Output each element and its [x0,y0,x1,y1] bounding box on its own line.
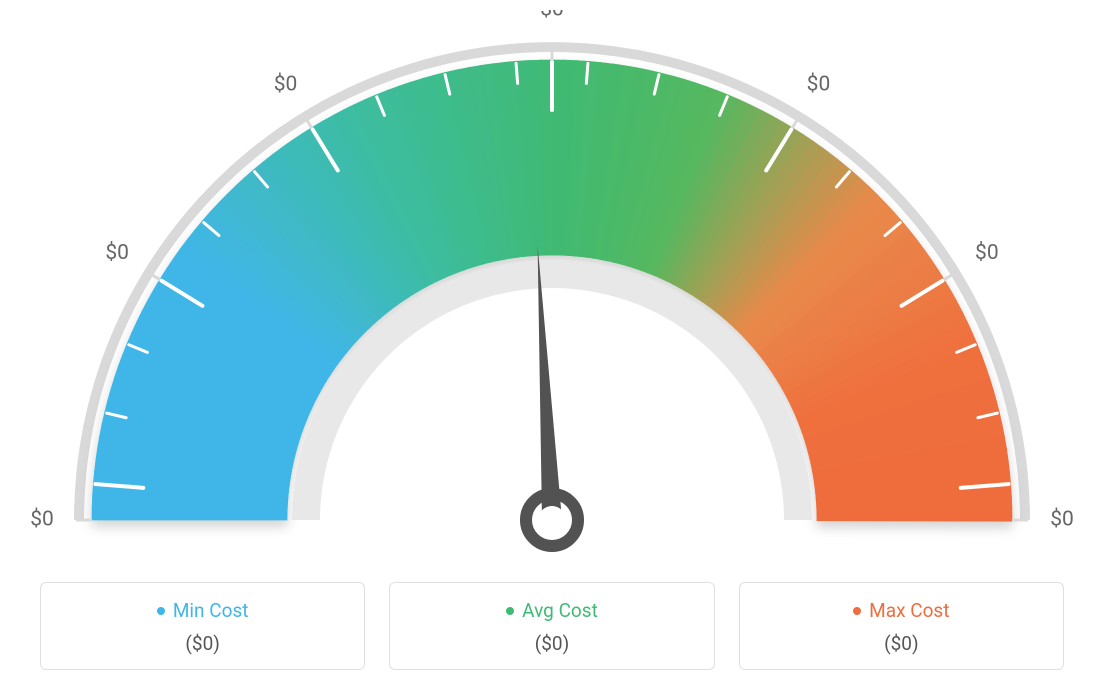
svg-text:$0: $0 [105,241,129,265]
legend-title-min: Min Cost [157,599,249,622]
svg-text:$0: $0 [1050,508,1074,532]
legend-dot-icon [853,607,861,615]
gauge-container: $0 $0 $0 $0 $0 $0 $0 [0,0,1104,560]
svg-text:$0: $0 [540,10,564,22]
legend-title-avg: Avg Cost [506,599,598,622]
legend-value-avg: ($0) [400,632,703,655]
svg-text:$0: $0 [975,241,999,265]
legend-value-min: ($0) [51,632,354,655]
svg-text:$0: $0 [30,508,54,532]
legend-title-max: Max Cost [853,599,949,622]
legend-dot-icon [157,607,165,615]
legend-card-avg: Avg Cost ($0) [389,582,714,670]
legend-row: Min Cost ($0) Avg Cost ($0) Max Cost ($0… [40,582,1064,670]
legend-label-avg: Avg Cost [522,599,598,622]
gauge-chart: $0 $0 $0 $0 $0 $0 $0 [0,10,1104,570]
legend-card-min: Min Cost ($0) [40,582,365,670]
svg-text:$0: $0 [274,73,298,97]
legend-label-min: Min Cost [173,599,249,622]
legend-card-max: Max Cost ($0) [739,582,1064,670]
legend-dot-icon [506,607,514,615]
legend-value-max: ($0) [750,632,1053,655]
legend-label-max: Max Cost [869,599,949,622]
svg-text:$0: $0 [807,73,831,97]
